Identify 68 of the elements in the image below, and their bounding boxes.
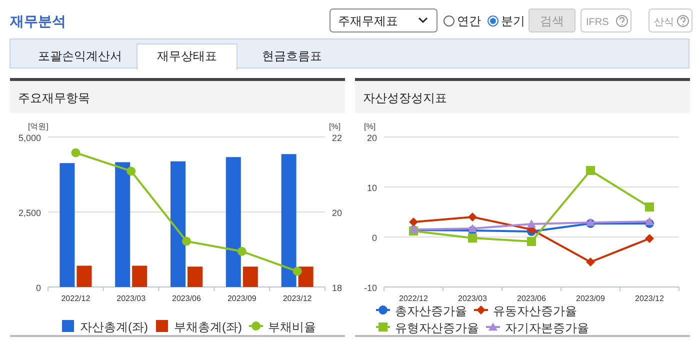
bar [60, 163, 75, 287]
text: IFRS [586, 17, 610, 28]
point [468, 234, 477, 242]
y-axis-title: [%] [364, 122, 376, 131]
bar [298, 266, 314, 287]
y2-tick-label: 20 [332, 208, 342, 218]
x-tick-label: 2022/12 [399, 294, 429, 303]
point [71, 148, 80, 158]
y-tick-label: 5,000 [18, 133, 41, 143]
chart-title: 주요재무항목 [18, 91, 90, 105]
bar [132, 266, 148, 287]
x-tick-label: 2023/09 [227, 294, 257, 303]
point [645, 202, 654, 212]
point [237, 246, 246, 256]
text: 분기 [501, 14, 525, 28]
legend-label: 유형자산증가율 [395, 321, 479, 335]
bar [76, 266, 92, 287]
legend-label: 자기자본증가율 [505, 321, 589, 335]
x-tick-label: 2022/12 [61, 294, 91, 303]
x-tick-label: 2023/06 [517, 294, 547, 303]
y2-tick-label: 22 [332, 133, 342, 143]
point [527, 220, 536, 228]
point [126, 166, 136, 176]
y-tick-label: 0 [36, 283, 41, 293]
point [468, 212, 477, 222]
y-tick-label: 20 [366, 133, 377, 143]
bar [242, 266, 258, 287]
text: 포괄손익계산서 [38, 49, 122, 63]
bar [170, 161, 186, 287]
text: 검색 [540, 14, 564, 28]
bar [188, 266, 202, 287]
legend-label: 유동자산증가율 [493, 304, 577, 318]
y-axis-title: [억원] [28, 122, 48, 131]
point [586, 166, 595, 175]
point [645, 217, 654, 226]
legend-label: 자산총계(좌) [80, 320, 148, 334]
legend-label: 부채비율 [268, 320, 316, 334]
x-tick-label: 2023/12 [635, 294, 665, 303]
y-tick-label: -10 [364, 283, 377, 293]
x-tick-label: 2023/03 [458, 294, 488, 303]
bar [281, 154, 296, 287]
x-tick-label: 2023/03 [116, 294, 146, 303]
bar [226, 157, 241, 287]
point [586, 258, 595, 266]
y2-tick-label: 18 [332, 283, 342, 293]
text: 재무상태표 [157, 49, 217, 63]
text: 재무분석 [9, 13, 66, 29]
point [645, 234, 654, 243]
point [468, 224, 477, 232]
text: 현금흐름표 [262, 49, 322, 63]
x-tick-label: 2023/06 [172, 294, 202, 303]
x-tick-label: 2023/12 [282, 294, 312, 303]
point [292, 266, 302, 276]
y-tick-label: 0 [372, 233, 377, 243]
point [182, 236, 191, 246]
point [527, 237, 536, 246]
y2-axis-title: [%] [329, 122, 341, 131]
x-tick-label: 2023/09 [576, 294, 606, 303]
y-tick-label: 2,500 [18, 208, 41, 218]
y-tick-label: 10 [366, 183, 377, 193]
legend-label: 부채총계(좌) [174, 320, 242, 334]
text: 연간 [457, 14, 481, 28]
point [409, 218, 418, 226]
text: 주재무제표 [338, 14, 398, 28]
chart-title: 자산성장성지표 [363, 91, 447, 105]
bar [115, 162, 130, 287]
legend-label: 총자산증가율 [395, 304, 467, 318]
text: 산식 [654, 17, 674, 28]
